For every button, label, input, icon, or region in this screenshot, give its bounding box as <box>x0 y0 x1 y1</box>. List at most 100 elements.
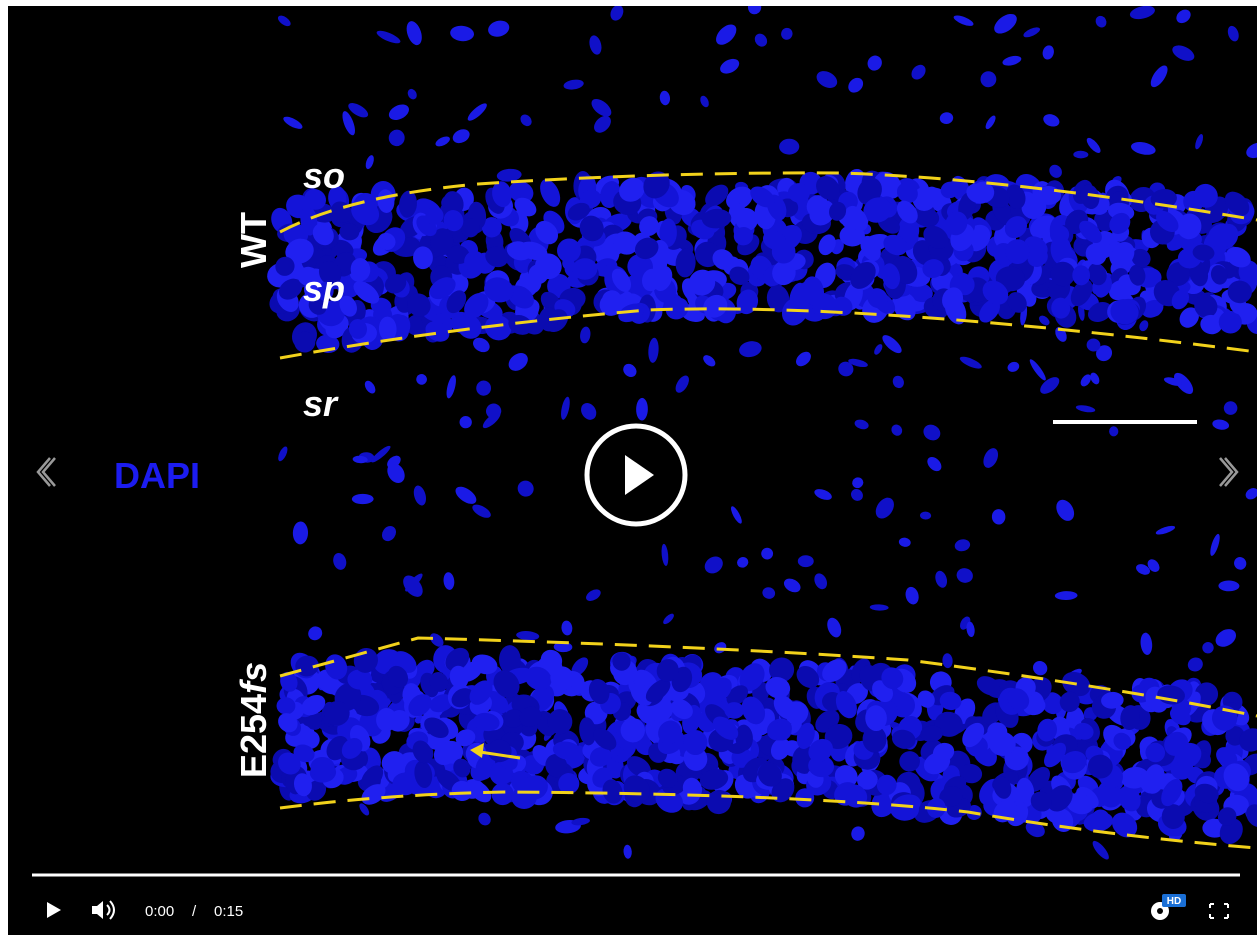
layer-label: so <box>303 155 345 196</box>
group-label-text: E254 <box>233 694 274 778</box>
nucleus <box>486 18 511 39</box>
nucleus <box>752 31 769 49</box>
nucleus <box>406 87 419 101</box>
nucleus <box>891 374 906 390</box>
nucleus <box>1212 626 1239 651</box>
fullscreen-button[interactable] <box>1210 904 1228 918</box>
nucleus <box>735 555 749 569</box>
nucleus <box>276 14 292 29</box>
nucleus <box>782 576 803 595</box>
nucleus <box>898 537 911 548</box>
nucleus <box>825 616 844 640</box>
nucleus <box>813 487 833 502</box>
nucleus <box>760 547 774 561</box>
nucleus <box>1073 151 1088 159</box>
nucleus <box>955 566 975 584</box>
nucleus <box>588 96 614 120</box>
nucleus <box>1186 655 1205 673</box>
nucleus <box>718 56 742 77</box>
nucleus <box>925 454 945 474</box>
nucleus <box>1222 399 1240 417</box>
previous-button[interactable] <box>38 458 55 486</box>
nucleus <box>798 555 814 567</box>
nucleus <box>850 825 867 843</box>
nucleus <box>1174 7 1194 26</box>
speaker-icon[interactable] <box>92 901 103 919</box>
nucleus <box>850 475 865 490</box>
nucleus <box>563 78 585 91</box>
nucleus <box>1090 839 1111 862</box>
nucleus <box>747 6 762 15</box>
nucleus <box>1244 486 1257 502</box>
nucleus <box>1006 360 1021 373</box>
nucleus <box>1042 112 1062 129</box>
volume-waves[interactable] <box>107 901 114 919</box>
nucleus <box>516 630 540 641</box>
nucleus <box>1047 162 1065 180</box>
nucleus <box>1244 140 1257 161</box>
nucleus <box>511 786 536 809</box>
nucleus <box>636 398 648 421</box>
nucleus <box>1170 42 1197 64</box>
nucleus <box>921 422 944 444</box>
nucleus <box>1028 358 1048 383</box>
nucleus <box>470 502 493 521</box>
nucleus <box>404 19 425 47</box>
stain-label: DAPI <box>114 455 200 496</box>
settings-button[interactable]: HD <box>1151 894 1186 920</box>
nucleus <box>305 624 325 643</box>
nucleus <box>1041 44 1055 61</box>
nucleus <box>980 71 996 87</box>
nucleus <box>793 349 814 369</box>
nucleus <box>608 6 626 23</box>
nucleus <box>363 379 378 396</box>
current-time: 0:00 <box>145 903 174 920</box>
nucleus <box>853 418 869 431</box>
nucleus <box>293 521 309 544</box>
nucleus <box>909 62 929 82</box>
nucleus <box>1109 426 1119 437</box>
nucleus <box>505 349 531 374</box>
big-play-button[interactable] <box>587 426 685 524</box>
hd-label: HD <box>1167 896 1181 907</box>
nucleus <box>904 585 921 605</box>
nucleus <box>379 523 399 544</box>
nucleus <box>623 844 632 859</box>
nucleus <box>352 494 374 504</box>
nucleus <box>780 26 795 41</box>
layer-label: sp <box>303 268 345 309</box>
nucleus <box>701 353 717 369</box>
nucleus <box>920 511 931 519</box>
nucleus <box>729 505 744 525</box>
play-icon[interactable] <box>625 455 654 495</box>
next-button[interactable] <box>1220 458 1237 486</box>
nucleus <box>779 139 799 155</box>
nucleus <box>282 114 304 131</box>
nucleus <box>514 477 537 500</box>
nucleus <box>445 374 458 399</box>
nucleus <box>648 337 660 363</box>
nucleus <box>412 484 428 507</box>
gear-hole[interactable] <box>1157 908 1163 914</box>
nucleus <box>559 396 571 420</box>
nucleus <box>1155 524 1176 536</box>
nucleus <box>459 415 473 429</box>
nucleus <box>465 101 489 123</box>
nucleus <box>331 551 348 571</box>
nucleus <box>476 380 491 395</box>
nucleus <box>673 373 692 395</box>
nucleus <box>734 227 753 246</box>
nucleus <box>958 354 983 371</box>
page: so sp sr WT E254fs DAPI 0:00 / 0:15 HD (… <box>0 0 1257 935</box>
nucleus <box>701 553 726 577</box>
nucleus <box>587 34 603 56</box>
nucleus <box>661 544 670 567</box>
time-separator: / <box>192 903 197 920</box>
nucleus <box>872 494 898 522</box>
nucleus <box>621 361 640 379</box>
microscopy-image <box>265 6 1257 862</box>
nucleus <box>659 90 671 106</box>
volume-control[interactable] <box>92 901 114 919</box>
play-control[interactable] <box>47 902 61 918</box>
nucleus <box>1001 54 1022 67</box>
